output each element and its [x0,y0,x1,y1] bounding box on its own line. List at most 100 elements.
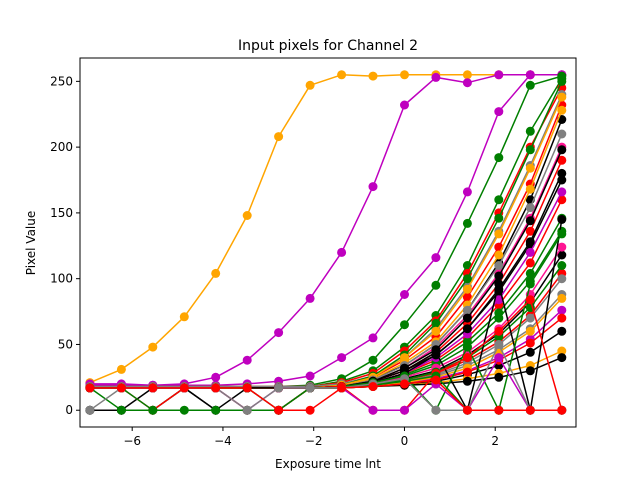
data-point [525,70,535,80]
data-point [494,195,504,205]
data-point [462,376,472,386]
data-point [557,353,567,363]
data-point [557,155,567,165]
x-tick-label: 0 [401,434,409,448]
data-point [211,405,221,415]
data-point [368,71,378,81]
data-point [179,405,189,415]
data-point [525,347,535,357]
data-point [400,353,409,363]
data-point [557,293,567,303]
data-point [242,211,252,220]
axes: −6 −4 −2 0 2 0 50 100 150 200 250 [50,57,577,448]
data-point [400,379,409,389]
data-point [305,383,315,393]
data-point [525,258,535,268]
data-point [116,405,126,415]
y-tick-label: 100 [50,272,73,286]
data-point [337,383,347,393]
data-point [400,405,409,415]
data-point [557,129,567,139]
data-point [494,213,504,223]
y-tick-label: 50 [58,337,73,351]
data-point [462,292,472,302]
data-point [557,215,567,224]
data-point [274,383,284,393]
data-point [557,405,567,415]
data-point [525,237,535,247]
data-point [557,242,567,252]
data-point [211,268,221,278]
data-point [400,320,409,330]
data-point [85,383,95,393]
data-point [462,367,472,377]
data-point [431,253,441,263]
data-point [525,247,535,257]
data-point [525,279,535,289]
data-point [557,168,567,178]
data-point [400,100,409,110]
data-point [179,312,189,322]
data-point [525,126,535,136]
data-point [494,308,504,318]
data-point [179,383,189,393]
data-point [274,405,284,415]
data-point [400,70,409,80]
data-point [431,405,441,415]
data-point [400,290,409,299]
data-point [462,324,472,334]
data-point [116,364,126,374]
data-point [85,405,95,415]
data-point [305,371,315,381]
data-point [462,274,472,284]
data-point [525,145,535,155]
data-point [494,372,504,382]
data-point [462,284,472,294]
data-point [557,346,567,356]
data-point [557,92,567,102]
data-point [525,338,535,348]
data-point [148,383,158,393]
data-point [494,250,504,260]
data-point [494,107,504,117]
data-point [431,318,441,328]
plot-area [85,70,567,415]
data-point [305,80,315,90]
data-point [525,80,535,90]
data-point [148,342,158,352]
data-point [525,405,535,415]
plot-frame [79,57,577,428]
data-point [462,187,472,197]
data-point [494,405,504,415]
data-point [368,182,378,192]
data-point [557,305,567,315]
data-point [431,280,441,290]
x-tick-label: −6 [123,434,141,448]
data-point [494,153,504,163]
y-tick-label: 200 [50,140,73,154]
data-point [494,229,504,239]
data-point [494,70,504,80]
y-axis-title: Pixel Value [24,211,38,276]
data-point [557,274,567,284]
data-point [462,78,472,88]
data-point [494,279,504,289]
data-point [116,383,126,393]
data-point [525,313,535,323]
data-point [557,261,567,270]
data-point [274,132,284,142]
series-line [89,379,562,411]
data-point [462,342,472,352]
data-point [494,353,504,363]
data-point [557,313,567,323]
data-point [431,375,441,385]
y-tick-label: 250 [50,74,73,88]
data-point [557,187,567,197]
data-point [525,326,535,336]
data-point [368,355,378,365]
data-point [557,145,567,155]
series-line [89,74,562,386]
data-point [525,216,535,226]
